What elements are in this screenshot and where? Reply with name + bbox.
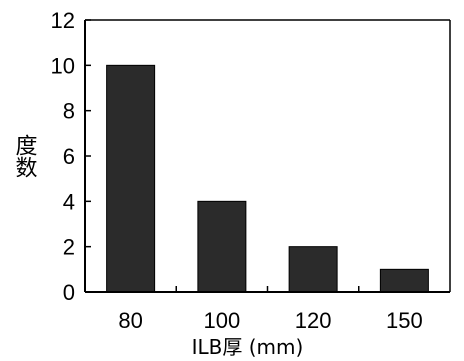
bars-group	[106, 64, 429, 293]
y-tick-label: 2	[63, 235, 75, 260]
y-tick-label: 12	[51, 8, 75, 33]
bar-80	[106, 64, 156, 293]
x-tick-label: 120	[295, 308, 332, 333]
bar-120	[288, 246, 338, 293]
y-axis-ticks: 0 2 4 6 8 10 12	[51, 8, 91, 305]
x-axis-ticks: 80 100 120 150	[118, 286, 423, 333]
y-tick-label: 8	[63, 99, 75, 124]
bar-100	[197, 200, 247, 293]
y-tick-label: 6	[63, 144, 75, 169]
y-tick-label: 10	[51, 53, 75, 78]
x-tick-label: 150	[386, 308, 423, 333]
y-axis-label: 度数	[12, 134, 38, 178]
x-axis-label: ILB厚 (mm)	[192, 335, 304, 359]
y-tick-label: 4	[63, 189, 75, 214]
x-tick-label: 100	[204, 308, 241, 333]
bar-150	[379, 268, 429, 293]
y-tick-label: 0	[63, 280, 75, 305]
x-tick-label: 80	[118, 308, 142, 333]
